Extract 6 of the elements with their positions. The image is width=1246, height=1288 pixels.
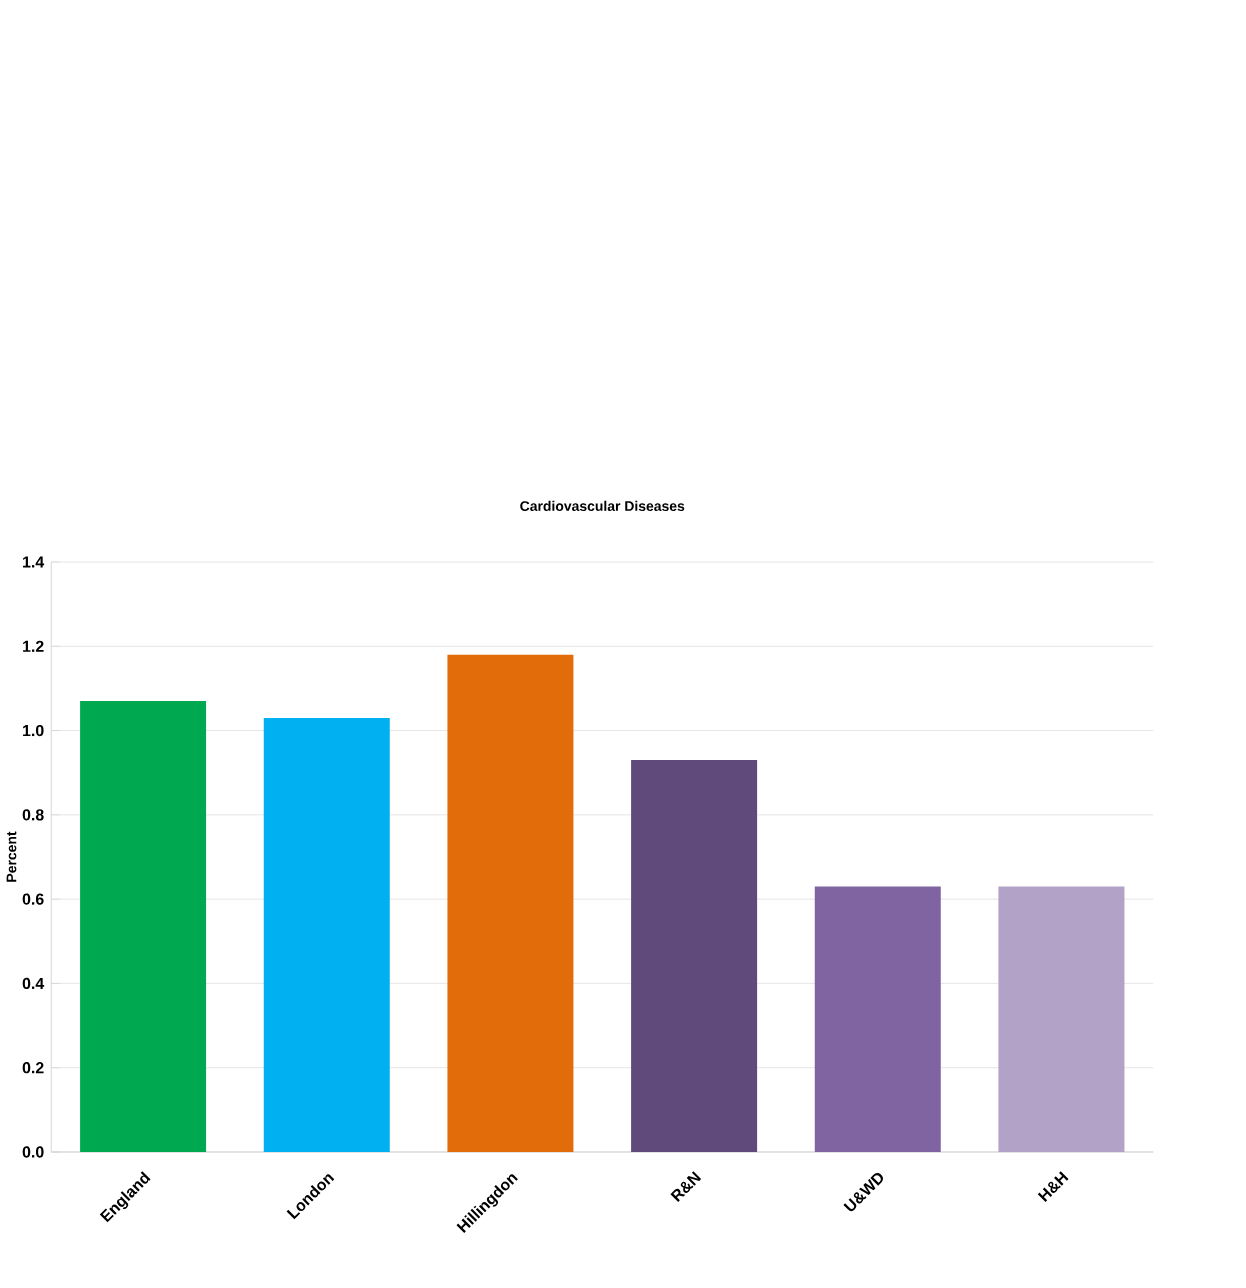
bar [998,886,1125,1152]
bar [631,760,758,1152]
bar [264,717,391,1152]
bar [80,701,207,1152]
bar [447,654,574,1152]
bar [815,886,942,1152]
